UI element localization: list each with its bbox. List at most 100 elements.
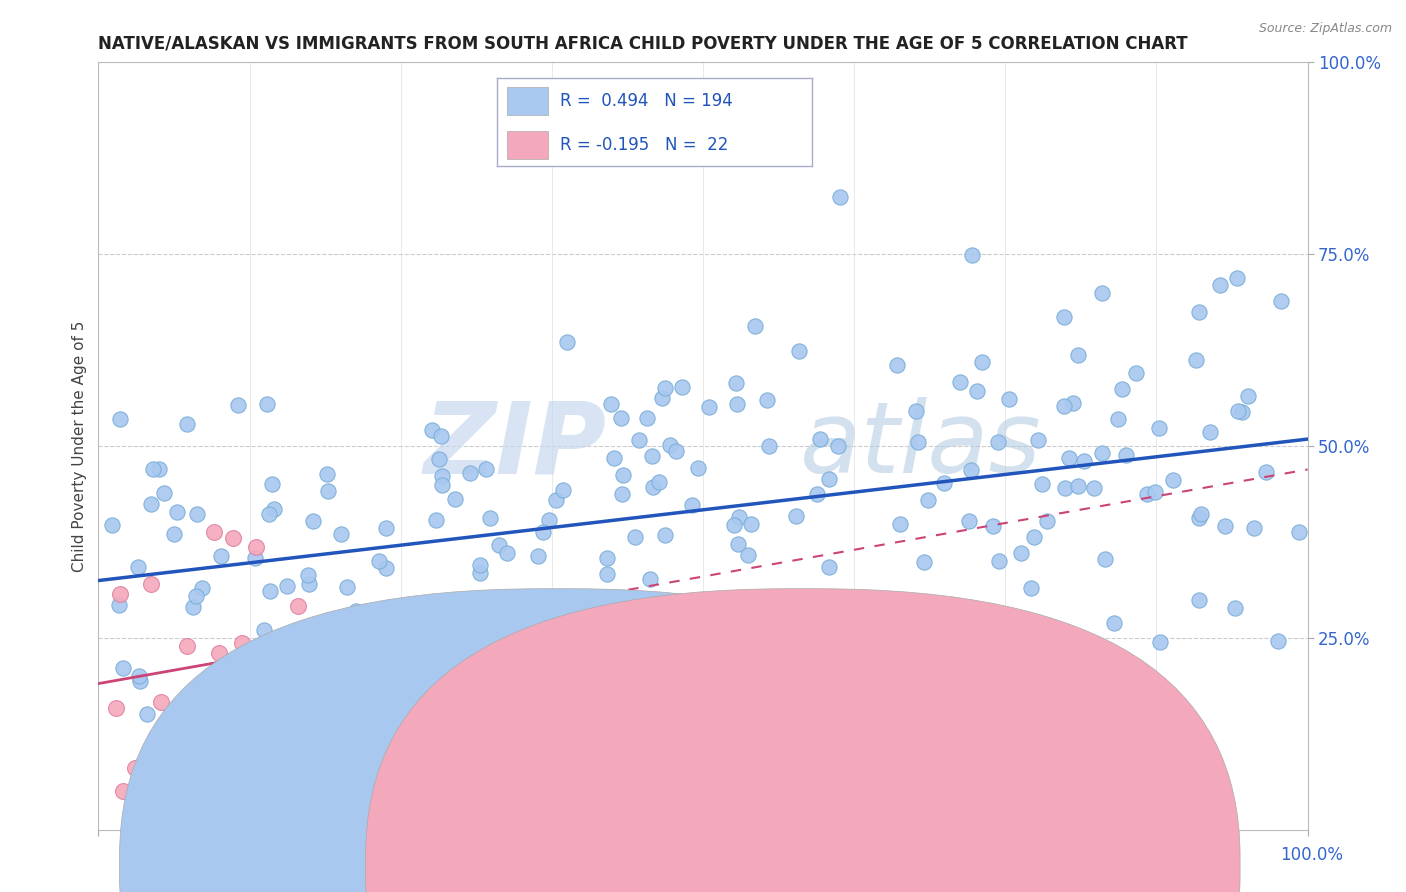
Point bbox=[987, 554, 1010, 568]
Point bbox=[208, 646, 231, 660]
Point bbox=[209, 549, 232, 563]
Point bbox=[1149, 635, 1171, 649]
Point bbox=[264, 706, 287, 720]
Point bbox=[896, 599, 918, 614]
Point bbox=[479, 511, 502, 525]
Text: atlas: atlas bbox=[800, 398, 1042, 494]
Point bbox=[1102, 616, 1125, 631]
Point bbox=[257, 507, 280, 521]
Point bbox=[344, 604, 367, 618]
Point bbox=[699, 653, 721, 667]
Point bbox=[553, 483, 575, 497]
Point bbox=[139, 497, 162, 511]
Point bbox=[1209, 278, 1232, 293]
Point bbox=[725, 628, 748, 642]
Point bbox=[1033, 622, 1056, 636]
Point bbox=[818, 559, 841, 574]
Point bbox=[785, 509, 807, 524]
Point bbox=[186, 507, 208, 521]
Point bbox=[624, 529, 647, 543]
Point bbox=[665, 444, 688, 458]
Text: Natives/Alaskans: Natives/Alaskans bbox=[579, 859, 710, 873]
Point bbox=[887, 607, 910, 621]
Point bbox=[543, 604, 565, 618]
Point bbox=[150, 695, 173, 709]
Point bbox=[725, 397, 748, 411]
Point bbox=[1066, 348, 1088, 362]
Point bbox=[997, 392, 1019, 406]
Point bbox=[537, 513, 560, 527]
Point bbox=[127, 559, 149, 574]
Point bbox=[808, 432, 831, 446]
Point bbox=[1036, 514, 1059, 528]
Point bbox=[756, 392, 779, 407]
Text: 100.0%: 100.0% bbox=[1279, 846, 1343, 863]
Point bbox=[148, 461, 170, 475]
Point bbox=[1254, 465, 1277, 479]
Point bbox=[1053, 310, 1076, 324]
Point bbox=[256, 397, 278, 411]
Point bbox=[184, 589, 207, 603]
Point bbox=[1091, 446, 1114, 460]
Point bbox=[1188, 593, 1211, 607]
Point bbox=[628, 434, 651, 448]
Point bbox=[375, 560, 398, 574]
Point bbox=[1031, 477, 1053, 491]
Point bbox=[787, 343, 810, 358]
Point bbox=[659, 438, 682, 452]
Point bbox=[1288, 524, 1310, 539]
Point bbox=[522, 602, 544, 616]
Point bbox=[1053, 399, 1076, 413]
Point bbox=[444, 492, 467, 507]
Point bbox=[641, 449, 664, 463]
Point bbox=[449, 660, 471, 674]
Point bbox=[297, 567, 319, 582]
Point bbox=[648, 711, 671, 725]
Point bbox=[1230, 405, 1253, 419]
Point bbox=[105, 701, 128, 715]
Point bbox=[468, 558, 491, 572]
Point bbox=[697, 400, 720, 414]
Point bbox=[458, 466, 481, 480]
Point bbox=[886, 358, 908, 372]
Point bbox=[148, 746, 170, 760]
Point bbox=[110, 411, 132, 425]
Point bbox=[987, 435, 1010, 450]
Point bbox=[291, 700, 314, 714]
Point bbox=[375, 520, 398, 534]
Point bbox=[546, 493, 568, 508]
Point bbox=[859, 615, 882, 630]
Point bbox=[1057, 451, 1080, 466]
Point bbox=[1136, 486, 1159, 500]
Point bbox=[263, 501, 285, 516]
Point bbox=[960, 248, 983, 262]
Point bbox=[1223, 600, 1246, 615]
Point bbox=[111, 784, 134, 798]
Point bbox=[1111, 382, 1133, 396]
Point bbox=[1107, 412, 1129, 426]
Point bbox=[960, 463, 983, 477]
Point bbox=[648, 475, 671, 489]
Point bbox=[101, 518, 124, 533]
Point bbox=[136, 707, 159, 722]
Point bbox=[1270, 293, 1292, 308]
Point bbox=[129, 673, 152, 688]
Point bbox=[1188, 510, 1211, 524]
Point bbox=[1189, 507, 1212, 521]
Point bbox=[1073, 454, 1095, 468]
Point bbox=[981, 519, 1004, 533]
Point bbox=[488, 538, 510, 552]
Point bbox=[827, 439, 849, 453]
Text: Source: ZipAtlas.com: Source: ZipAtlas.com bbox=[1258, 22, 1392, 36]
Point bbox=[1091, 286, 1114, 301]
Point bbox=[727, 537, 749, 551]
Point bbox=[153, 485, 176, 500]
Point bbox=[1010, 546, 1032, 560]
Point bbox=[420, 423, 443, 437]
Point bbox=[259, 583, 281, 598]
Point bbox=[183, 600, 205, 615]
Point bbox=[917, 493, 939, 508]
Point bbox=[191, 581, 214, 595]
Point bbox=[316, 483, 339, 498]
Point bbox=[724, 376, 747, 391]
